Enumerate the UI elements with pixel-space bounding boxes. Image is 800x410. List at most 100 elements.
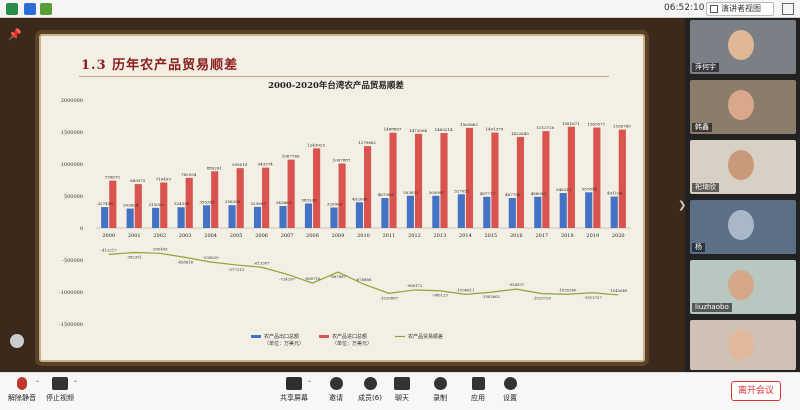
participant-tile[interactable]: liuzhaobo [690, 260, 796, 314]
chat-icon [394, 377, 410, 390]
chevron-up-icon[interactable]: ⌃ [306, 380, 312, 387]
chart-title: 2000-2020年台湾农产品贸易顺差 [268, 80, 404, 91]
reaction-icon[interactable] [10, 334, 24, 348]
balance-value-label: -1045649 [609, 288, 628, 293]
import-bar [236, 168, 244, 228]
video-panel: 萍何宇韩鑫祀琦欣杨 liuzhaobo [685, 18, 800, 372]
participant-tile[interactable]: 韩鑫 [690, 80, 796, 134]
settings-button[interactable]: 设置 [490, 377, 530, 403]
import-value-label: 1563862 [460, 122, 478, 127]
import-bar [440, 133, 448, 228]
x-tick-label: 2013 [434, 233, 447, 239]
invite-button[interactable]: 邀请 [316, 377, 356, 403]
share-label: 共享屏幕 [280, 394, 308, 402]
import-value-label: 1581671 [562, 121, 580, 126]
mute-button[interactable]: 解除静音 ⌃ [2, 377, 42, 403]
balance-value-label: -687887 [330, 274, 346, 279]
share-screen-icon [286, 377, 302, 390]
export-bar [177, 207, 185, 228]
export-bar [457, 194, 465, 228]
export-bar [152, 207, 160, 228]
balance-value-label: -876886 [356, 277, 372, 282]
import-bar [313, 148, 321, 228]
share-screen-button[interactable]: 共享屏幕 ⌃ [274, 377, 314, 403]
import-bar [593, 127, 601, 228]
export-bar [508, 198, 516, 228]
import-value-label: 1536749 [613, 124, 631, 129]
import-bar [211, 171, 219, 228]
fullscreen-icon[interactable] [782, 3, 794, 15]
import-value-label: 739675 [105, 175, 121, 180]
top-bar: 06:52:10 演讲者视图 [0, 0, 800, 18]
chat-button[interactable]: 聊天 [382, 377, 422, 403]
speaker-view-button[interactable]: 演讲者视图 [706, 2, 774, 16]
speaker-view-label: 演讲者视图 [721, 4, 761, 13]
export-value-label: 343469 [276, 200, 292, 205]
import-value-label: 1472004 [409, 128, 427, 133]
import-bar [567, 126, 575, 228]
leave-meeting-button[interactable]: 离开会议 [731, 381, 781, 401]
participant-avatar [728, 90, 754, 120]
members-label: 成员(6) [358, 394, 382, 402]
invite-user-icon [329, 377, 343, 390]
participant-name: 韩鑫 [692, 123, 712, 132]
export-value-label: 557814 [582, 186, 598, 191]
meeting-info-icon[interactable] [6, 3, 18, 15]
export-value-label: 356306 [225, 199, 241, 204]
import-bar [542, 131, 550, 228]
balance-value-label: -613387 [254, 260, 270, 265]
video-button[interactable]: 停止视频 ⌃ [40, 377, 80, 403]
presentation-slide: 1.3 历年农产品贸易顺差 2000-2020年台湾农产品贸易顺差 200000… [39, 34, 645, 362]
export-value-label: 488000 [531, 191, 547, 196]
import-value-label: 782954 [181, 172, 197, 177]
import-value-label: 1569571 [587, 122, 605, 127]
export-bar [228, 205, 236, 228]
participant-tile[interactable]: 祀琦欣 [690, 140, 796, 194]
apps-button[interactable]: 应用 [458, 377, 498, 403]
balance-value-label: -980123 [432, 293, 448, 298]
chevron-up-icon[interactable]: ⌃ [34, 380, 40, 387]
participant-tile[interactable]: 杨 [690, 200, 796, 254]
apps-grid-icon [471, 377, 485, 390]
mute-label: 解除静音 [8, 394, 36, 402]
chevron-up-icon[interactable]: ⌃ [72, 380, 78, 387]
gear-icon [503, 377, 517, 390]
x-tick-label: 2008 [306, 233, 319, 239]
balance-value-label: -954937 [508, 282, 524, 287]
export-value-label: 467706 [505, 192, 521, 197]
export-bar [279, 206, 287, 228]
participant-avatar [728, 150, 754, 180]
legend-label: 农产品贸易顺差 [408, 333, 443, 340]
legend-unit-label: （单位：万美元） [332, 340, 372, 347]
record-button[interactable]: 录制 [420, 377, 460, 403]
export-bar [406, 195, 414, 228]
export-bar [203, 205, 211, 228]
export-value-label: 327458 [98, 201, 114, 206]
participant-tile[interactable]: 萍何宇 [690, 20, 796, 74]
import-bar [262, 167, 270, 228]
x-tick-label: 2014 [459, 233, 472, 239]
import-value-label: 1491379 [486, 127, 504, 132]
participant-tile[interactable] [690, 320, 796, 370]
x-tick-label: 2012 [408, 233, 421, 239]
export-bar [101, 207, 109, 228]
export-value-label: 491100 [607, 191, 623, 196]
x-tick-label: 2007 [281, 233, 294, 239]
import-value-label: 1067766 [282, 154, 300, 159]
members-button[interactable]: 成员(6) [350, 377, 390, 403]
export-bar [355, 202, 363, 228]
export-bar [126, 208, 134, 228]
panel-collapse-icon[interactable]: ❯ [678, 200, 687, 211]
balance-value-label: -382351 [126, 254, 142, 259]
export-bar [483, 196, 491, 228]
balance-value-label: -458616 [177, 259, 193, 264]
import-value-label: 935519 [232, 162, 248, 167]
security-shield-icon[interactable] [24, 3, 36, 15]
balance-value-label: -1035360 [558, 287, 577, 292]
import-value-label: 1513720 [536, 125, 554, 130]
y-tick-label: -1500000 [59, 322, 83, 328]
signal-icon[interactable] [40, 3, 52, 15]
participant-avatar [728, 210, 754, 240]
video-label: 停止视频 [46, 394, 74, 402]
pin-icon[interactable]: 📌 [8, 28, 22, 41]
